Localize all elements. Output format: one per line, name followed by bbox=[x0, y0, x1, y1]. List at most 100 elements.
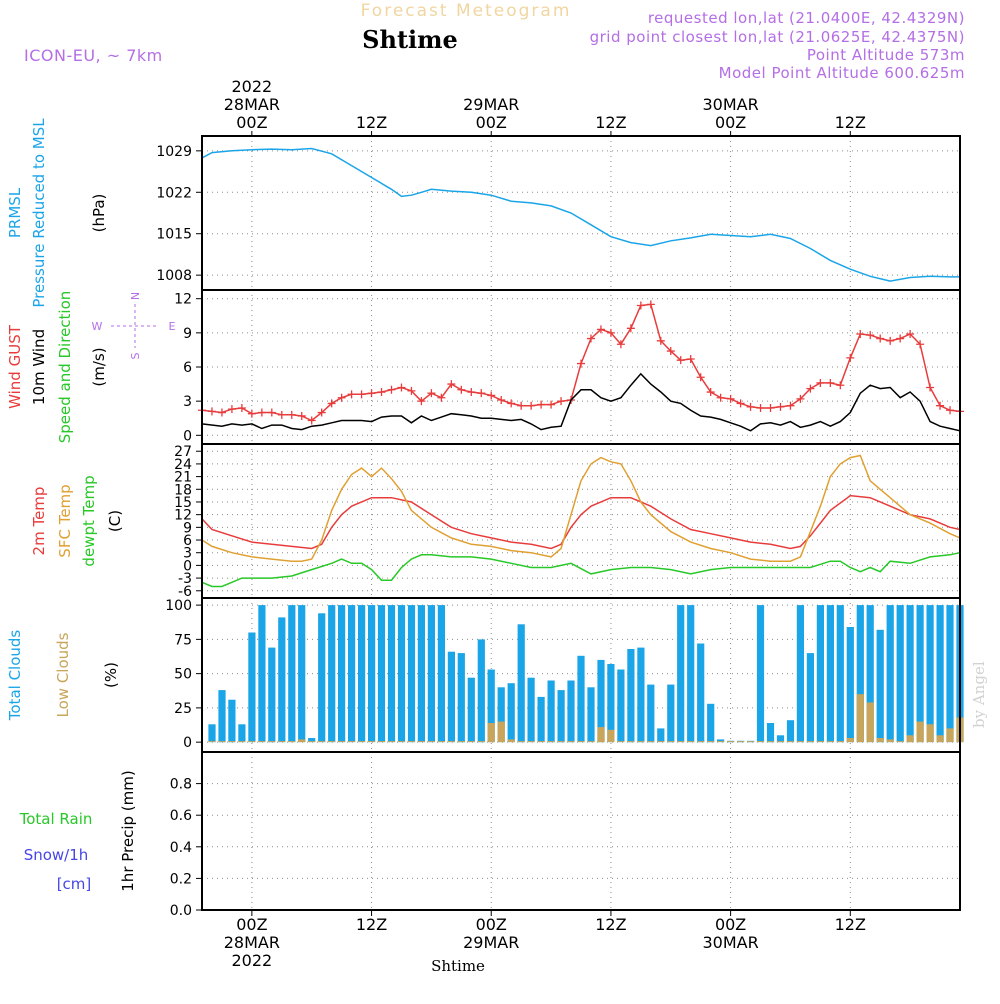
bar-low bbox=[258, 741, 266, 743]
bar-total bbox=[816, 605, 824, 743]
bar-total bbox=[487, 669, 495, 743]
bar-total bbox=[717, 739, 725, 743]
gust-marker bbox=[397, 383, 406, 392]
time-label-top: 00Z bbox=[236, 113, 267, 132]
y-axis-label: (C) bbox=[106, 510, 124, 532]
y-tick-label: 9 bbox=[183, 520, 192, 536]
bar-low bbox=[377, 741, 386, 743]
y-tick-label: 15 bbox=[174, 495, 192, 511]
gust-marker bbox=[237, 403, 246, 412]
bar-total bbox=[687, 605, 695, 743]
series-line-tsfc bbox=[201, 454, 961, 562]
time-label-bottom: 2022 bbox=[232, 951, 273, 970]
time-label-bottom: 30MAR bbox=[702, 933, 758, 952]
bar-total bbox=[587, 687, 595, 743]
gust-marker bbox=[686, 355, 695, 364]
bar-low bbox=[856, 694, 864, 743]
gust-marker bbox=[656, 336, 665, 345]
bar-low bbox=[387, 741, 396, 743]
bar-low bbox=[836, 741, 844, 743]
bar-low bbox=[946, 728, 954, 743]
y-tick-label: 27 bbox=[174, 444, 192, 460]
bar-low bbox=[248, 741, 256, 743]
bar-total bbox=[417, 605, 425, 743]
gust-marker bbox=[337, 393, 346, 402]
bar-total bbox=[238, 724, 246, 743]
bar-total bbox=[218, 690, 226, 743]
gust-marker bbox=[257, 408, 266, 417]
y-tick-label: -6 bbox=[178, 584, 192, 600]
bar-low bbox=[507, 739, 515, 743]
bar-total bbox=[507, 683, 515, 743]
bar-low bbox=[687, 741, 695, 743]
bar-low bbox=[667, 741, 675, 743]
y-axis-label: SFC Temp bbox=[56, 484, 74, 557]
time-label-bottom: 28MAR bbox=[224, 933, 280, 952]
gust-marker bbox=[856, 329, 865, 338]
bar-total bbox=[886, 605, 894, 743]
gust-marker bbox=[906, 329, 915, 338]
bar-low bbox=[766, 741, 775, 743]
model-altitude: Model Point Altitude 600.625m bbox=[719, 64, 965, 82]
gust-marker bbox=[726, 394, 735, 403]
bar-low bbox=[288, 741, 296, 743]
series-line-t2m bbox=[201, 494, 961, 550]
gust-marker bbox=[946, 406, 955, 415]
bar-total bbox=[318, 613, 326, 743]
gust-marker bbox=[816, 378, 825, 387]
gust-marker bbox=[926, 383, 935, 392]
bar-total bbox=[368, 605, 376, 743]
gust-marker bbox=[936, 401, 945, 410]
bar-total bbox=[836, 605, 844, 743]
bar-total bbox=[567, 680, 575, 743]
gust-marker bbox=[577, 359, 585, 368]
series-line-prmsl bbox=[201, 147, 960, 282]
time-label-top: 12Z bbox=[356, 113, 387, 132]
y-tick-label: 6 bbox=[183, 360, 192, 376]
bar-low bbox=[497, 721, 505, 743]
gust-marker bbox=[606, 328, 615, 337]
watermark: by Angel bbox=[970, 661, 988, 728]
bar-total bbox=[477, 639, 485, 743]
bar-total bbox=[617, 669, 625, 743]
bar-total bbox=[437, 605, 445, 743]
bar-low bbox=[417, 741, 425, 743]
gust-marker bbox=[806, 384, 815, 393]
bar-total bbox=[228, 699, 236, 743]
bar-total bbox=[597, 659, 605, 743]
gust-marker bbox=[387, 385, 396, 394]
y-axis-label: (%) bbox=[102, 662, 120, 688]
gust-marker bbox=[896, 334, 905, 343]
gust-marker bbox=[437, 393, 446, 402]
bar-low bbox=[637, 741, 645, 743]
precip-legend-label: [cm] bbox=[57, 875, 92, 893]
bar-low bbox=[597, 727, 605, 743]
gust-marker bbox=[736, 399, 745, 408]
compass-letter: E bbox=[169, 320, 176, 333]
bar-low bbox=[318, 741, 326, 743]
bar-low bbox=[727, 741, 735, 743]
y-tick-label: 0.0 bbox=[170, 903, 192, 919]
y-tick-label: 0.4 bbox=[170, 840, 192, 856]
y-tick-label: 75 bbox=[174, 632, 192, 648]
y-tick-label: -3 bbox=[178, 571, 192, 587]
time-label-bottom: 12Z bbox=[356, 915, 387, 934]
gust-marker bbox=[477, 389, 486, 398]
gust-marker bbox=[457, 385, 466, 394]
bar-low bbox=[298, 739, 306, 743]
bar-low bbox=[358, 741, 366, 743]
bar-low bbox=[816, 741, 824, 743]
gust-marker bbox=[786, 401, 795, 410]
series-line-dewpt bbox=[201, 551, 961, 588]
location-title: Shtime bbox=[362, 25, 458, 54]
gust-marker bbox=[447, 380, 456, 389]
bar-low bbox=[457, 741, 465, 743]
bar-total bbox=[657, 728, 665, 743]
bar-low bbox=[737, 741, 745, 743]
bar-total bbox=[377, 605, 386, 743]
bar-low bbox=[717, 741, 725, 743]
bar-low bbox=[487, 723, 495, 743]
gust-marker bbox=[287, 410, 296, 419]
gust-marker bbox=[696, 373, 705, 382]
